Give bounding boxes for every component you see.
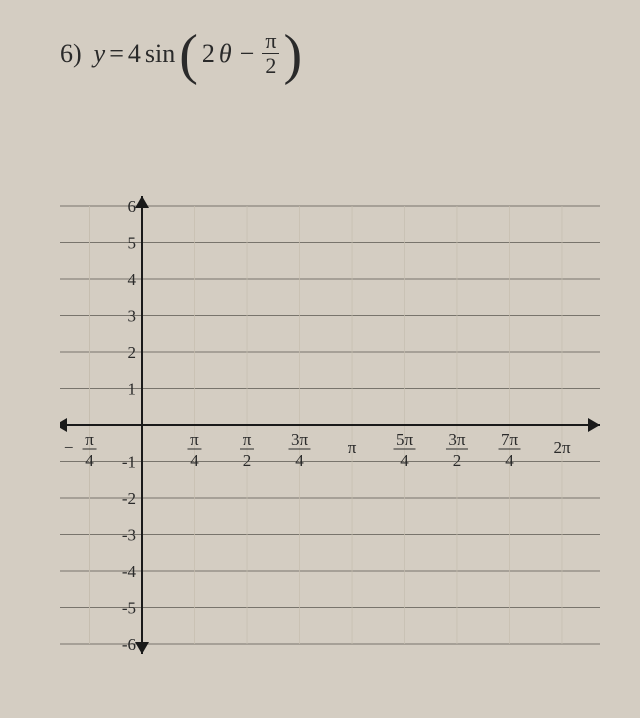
inner-coefficient: 2 bbox=[202, 39, 215, 69]
svg-text:-3: -3 bbox=[122, 526, 136, 545]
svg-text:2: 2 bbox=[128, 343, 137, 362]
theta-variable: θ bbox=[219, 39, 232, 69]
svg-text:π: π bbox=[85, 430, 94, 449]
svg-text:-4: -4 bbox=[122, 562, 137, 581]
phase-fraction: π 2 bbox=[262, 30, 279, 77]
svg-text:4: 4 bbox=[85, 451, 94, 470]
trig-function: sin bbox=[145, 39, 175, 69]
equation: 6) y = 4 sin ( 2 θ − π 2 ) bbox=[60, 30, 610, 77]
svg-text:6: 6 bbox=[128, 197, 137, 216]
svg-text:π: π bbox=[243, 430, 252, 449]
svg-text:5: 5 bbox=[128, 234, 137, 253]
problem-number: 6) bbox=[60, 39, 82, 69]
svg-text:4: 4 bbox=[505, 451, 514, 470]
svg-text:π: π bbox=[348, 438, 357, 457]
x-axis-labels: −π4π4π23π4π5π43π27π42π bbox=[64, 430, 571, 470]
svg-text:4: 4 bbox=[400, 451, 409, 470]
svg-text:−: − bbox=[64, 438, 74, 457]
svg-text:-6: -6 bbox=[122, 635, 136, 654]
svg-text:-5: -5 bbox=[122, 599, 136, 618]
svg-text:4: 4 bbox=[190, 451, 199, 470]
amplitude-coeff: 4 bbox=[128, 39, 141, 69]
svg-text:4: 4 bbox=[295, 451, 304, 470]
svg-text:5π: 5π bbox=[396, 430, 414, 449]
svg-text:2: 2 bbox=[243, 451, 252, 470]
grid-svg: 654321-1-2-3-4-5-6 −π4π4π23π4π5π43π27π42… bbox=[60, 170, 600, 690]
svg-text:3: 3 bbox=[128, 307, 137, 326]
svg-text:2π: 2π bbox=[553, 438, 571, 457]
lhs-variable: y bbox=[94, 39, 106, 69]
svg-text:-2: -2 bbox=[122, 489, 136, 508]
worksheet-page: 6) y = 4 sin ( 2 θ − π 2 ) 6 5 4 3 2 1 -1 -2 -3 -… bbox=[0, 0, 640, 718]
svg-text:1: 1 bbox=[128, 380, 137, 399]
svg-text:2: 2 bbox=[453, 451, 462, 470]
svg-text:-1: -1 bbox=[122, 453, 136, 472]
close-paren-icon: ) bbox=[283, 36, 302, 75]
svg-text:4: 4 bbox=[128, 270, 137, 289]
svg-text:3π: 3π bbox=[448, 430, 466, 449]
svg-text:π: π bbox=[190, 430, 199, 449]
open-paren-icon: ( bbox=[179, 36, 198, 75]
coordinate-grid: 654321-1-2-3-4-5-6 −π4π4π23π4π5π43π27π42… bbox=[60, 170, 600, 690]
axes bbox=[60, 196, 600, 654]
svg-text:3π: 3π bbox=[291, 430, 309, 449]
phase-numerator: π bbox=[262, 30, 279, 54]
svg-text:7π: 7π bbox=[501, 430, 519, 449]
phase-denominator: 2 bbox=[265, 54, 276, 77]
equals-sign: = bbox=[109, 39, 124, 69]
minus-sign: − bbox=[240, 39, 255, 69]
